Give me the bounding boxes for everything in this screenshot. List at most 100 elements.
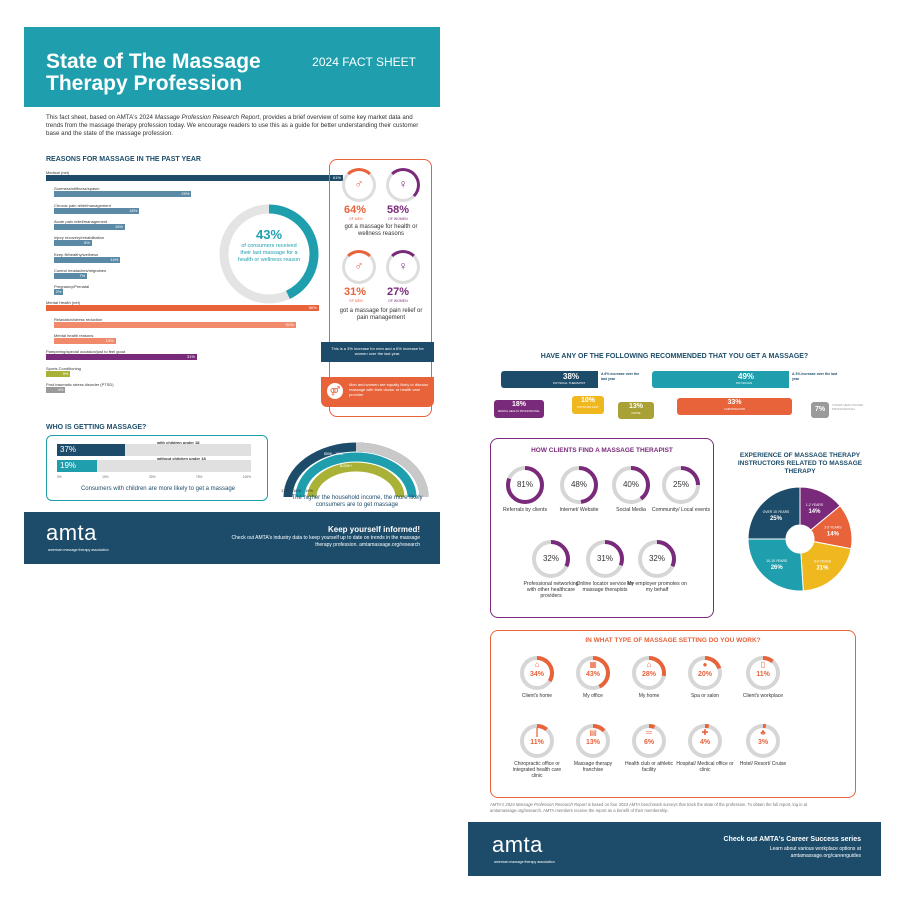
reason-value: 61% — [332, 175, 341, 180]
fact-sheet-page-1: State of The Massage Therapy Profession … — [24, 27, 440, 564]
equal-note-box: ⚤ Men and women are equally likely to di… — [321, 377, 434, 407]
footer-text: Learn about various workplace options at… — [769, 846, 861, 859]
amta-logo-tagline: american massage therapy association — [494, 860, 555, 864]
amta-logo: amta — [492, 832, 543, 857]
ring-arc — [506, 466, 544, 504]
rec-label: CHIROPRACTOR — [724, 408, 745, 411]
without-children-bar: 19% — [57, 460, 97, 472]
reason-value: 5% — [62, 370, 69, 376]
rec-physician-note: A 3% increase over the last year — [789, 370, 841, 389]
find-heading: HOW CLIENTS FIND A MASSAGE THERAPIST — [531, 447, 673, 454]
donut-caption: of consumers received their last massage… — [237, 243, 301, 263]
footer-banner: amta american massage therapy associatio… — [468, 822, 881, 876]
income-arc-high — [307, 462, 405, 498]
ring-arc — [520, 724, 554, 758]
rec-label: PHYSICIAN ASST — [577, 406, 599, 409]
find-label: Social Media — [616, 507, 646, 513]
ring-arc — [532, 540, 570, 578]
rec-label: PHYSICIAN — [736, 381, 753, 385]
reason-label: Mental Health (net) — [46, 300, 81, 306]
ring-arc — [632, 724, 666, 758]
pain-caption: got a massage for pain relief or pain ma… — [339, 308, 423, 321]
ring-arc — [612, 466, 650, 504]
ring-arc — [688, 656, 722, 690]
ring-arc — [662, 466, 700, 504]
find-ring — [532, 540, 570, 578]
ring-arc — [746, 656, 780, 690]
reason-value: 2% — [55, 289, 62, 295]
setting-ring — [576, 656, 610, 690]
find-label: Professional networking with other healt… — [523, 581, 579, 599]
amta-logo: amta — [46, 520, 97, 545]
reason-label: Medical (net) — [46, 170, 70, 175]
reason-bar: 31% — [46, 354, 197, 361]
experience-value: 26% — [771, 565, 784, 571]
gender-stats-box: ♂ ♀ 64% 58% OF MEN OF WOMEN got a massag… — [329, 159, 432, 417]
footer-banner: amta american massage therapy associatio… — [24, 512, 440, 564]
reason-label: Pregnancy/Prenatal — [54, 284, 90, 290]
setting-label: Chiropractic office or integrated health… — [512, 761, 562, 779]
setting-value: 11% — [756, 671, 770, 678]
setting-ring — [746, 724, 780, 758]
header-banner: State of The Massage Therapy Profession … — [24, 27, 440, 107]
find-value: 32% — [648, 554, 665, 563]
find-value: 81% — [516, 480, 533, 489]
rec-value: 33% — [727, 399, 742, 406]
reason-bar: 4% — [46, 386, 66, 393]
man-icon: ♂ — [354, 177, 364, 191]
rec-other-label: OTHER HEALTHCARE PROFESSIONAL — [832, 403, 864, 411]
reason-bar: 13% — [54, 338, 116, 344]
reason-bar: 61% — [46, 175, 343, 181]
spa-drop-icon: ● — [702, 660, 708, 669]
find-label: Community/ Local events — [651, 507, 711, 513]
donut-arc — [219, 204, 319, 304]
palm-tree-icon: ♣ — [760, 728, 766, 737]
experience-slice — [747, 486, 801, 540]
man-icon: ♂ — [354, 259, 364, 273]
setting-value: 28% — [641, 671, 656, 678]
axis-tick: 10% — [102, 475, 109, 479]
woman-icon: ♀ — [398, 259, 408, 273]
rec-physician-asst: 10% PHYSICIAN ASST — [572, 396, 604, 414]
workplace-building-icon: ▯ — [760, 660, 766, 669]
source-note: AMTA's 2024 Massage Profession Research … — [490, 802, 860, 813]
rec-value: 13% — [628, 403, 643, 410]
reason-bar: 5% — [46, 370, 71, 377]
find-value: 32% — [542, 554, 559, 563]
reason-label: Mental health reasons — [54, 333, 94, 338]
source-text: is based on four 2023 AMTA benchmark sur… — [490, 802, 808, 813]
with-children-value: 37% — [60, 445, 77, 454]
women-pain-circle: ♀ — [386, 250, 420, 284]
ring-arc — [746, 724, 780, 758]
health-women-label: OF WOMEN — [388, 217, 408, 221]
find-label: Referrals by clients — [502, 507, 548, 513]
home-icon: ⌂ — [646, 660, 652, 669]
experience-value: 14% — [827, 532, 840, 538]
recommend-heading: HAVE ANY OF THE FOLLOWING RECOMMENDED TH… — [540, 353, 809, 360]
setting-value: 20% — [697, 671, 712, 678]
experience-label: OVER 15 YEARS — [763, 510, 790, 514]
income-arc-rest — [355, 442, 429, 498]
reason-label: Post-traumatic stress disorder (PTSD) — [46, 381, 114, 387]
find-label: Online locator service for massage thera… — [576, 581, 634, 593]
donut-value: 43% — [255, 227, 283, 242]
experience-label: 6-9 YEARS — [814, 560, 832, 564]
intro-paragraph: This fact sheet, based on AMTA's 2024 Ma… — [46, 114, 421, 138]
find-ring — [506, 466, 544, 504]
setting-ring — [688, 724, 722, 758]
ring-arc — [586, 540, 624, 578]
reason-bar: 18% — [54, 207, 140, 214]
reason-label: Control headaches/migraines — [54, 267, 107, 273]
setting-heading: IN WHAT TYPE OF MASSAGE SETTING DO YOU W… — [585, 637, 761, 644]
equal-note: Men and women are equally likely to disc… — [349, 382, 429, 397]
intro-report-name: Massage Profession Research Report — [154, 114, 260, 121]
rec-value: 38% — [563, 372, 580, 381]
find-ring — [662, 466, 700, 504]
setting-ring — [520, 724, 554, 758]
income-label-low: <$50K — [300, 442, 311, 446]
rec-pt-note: A 6% increase over the last year — [598, 370, 648, 389]
setting-value: 34% — [529, 671, 544, 678]
experience-label: 10-15 YEARS — [766, 559, 788, 563]
amta-logo-tagline: american massage therapy association — [48, 548, 109, 552]
find-value: 31% — [596, 554, 613, 563]
